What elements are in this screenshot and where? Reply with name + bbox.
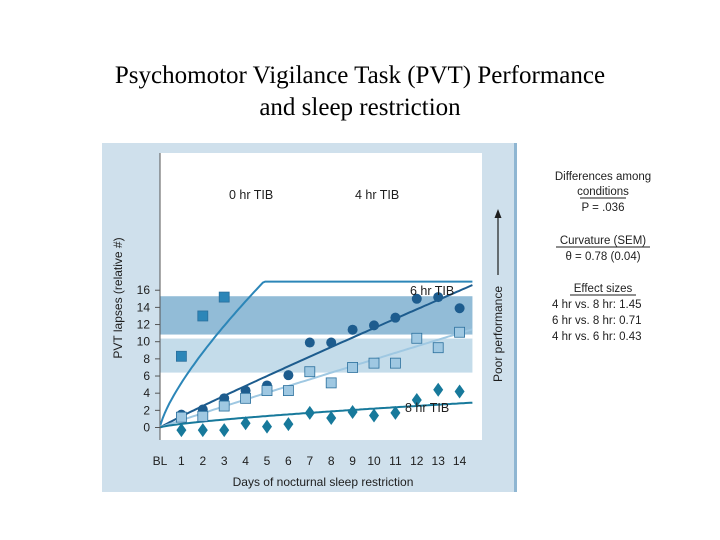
fit-curve-6-hr-tib: [160, 328, 473, 429]
fit-curves: [160, 280, 473, 429]
y-tick-label: 16: [137, 283, 151, 297]
point-4-hr-tib: [347, 324, 358, 335]
point-6-hr-tib: [240, 392, 252, 404]
point-6-hr-tib: [175, 411, 187, 423]
point-6-hr-tib: [454, 326, 466, 338]
slide-title: Psychomotor Vigilance Task (PVT) Perform…: [0, 60, 720, 124]
point-0-hr-tib: [197, 310, 209, 322]
x-axis-title: Days of nocturnal sleep restriction: [233, 475, 414, 489]
poor-performance-label: Poor performance: [491, 286, 505, 382]
fit-curve-4-hr-tib: [160, 284, 473, 429]
band-1: [160, 296, 473, 337]
point-6-hr-tib: [197, 410, 209, 422]
stats-panel: Differences among conditions P = .036 Cu…: [552, 171, 651, 343]
point-8-hr-tib: [347, 405, 358, 420]
x-tick-label: 7: [306, 454, 313, 468]
x-tick-label: 6: [285, 454, 292, 468]
x-tick-label: 1: [178, 454, 185, 468]
differences-line1: Differences among: [555, 171, 651, 183]
x-tick-label: 3: [221, 454, 228, 468]
effect-size-6v8: 6 hr vs. 8 hr: 0.71: [552, 315, 642, 327]
point-4-hr-tib: [390, 312, 401, 323]
point-8-hr-tib: [219, 423, 230, 438]
x-tick-label: 13: [432, 454, 446, 468]
slide-title-line1: Psychomotor Vigilance Task (PVT) Perform…: [114, 62, 606, 89]
point-4-hr-tib: [304, 337, 315, 348]
point-4-hr-tib: [433, 292, 444, 303]
differences-line2: conditions: [577, 186, 629, 198]
point-8-hr-tib: [262, 419, 272, 434]
point-6-hr-tib: [282, 385, 294, 397]
point-8-hr-tib: [433, 382, 444, 397]
point-4-hr-tib: [283, 370, 294, 381]
x-tick-label: 12: [410, 454, 424, 468]
point-4-hr-tib: [454, 303, 465, 314]
x-tick-label: 4: [242, 454, 249, 468]
point-8-hr-tib: [240, 416, 251, 431]
point-6-hr-tib: [218, 400, 230, 412]
curvature-title: Curvature (SEM): [560, 235, 646, 247]
x-tick-label: 9: [349, 454, 356, 468]
band-separator: [160, 334, 473, 339]
point-6-hr-tib: [304, 366, 316, 378]
y-tick-label: 2: [143, 403, 150, 417]
point-6-hr-tib: [325, 377, 337, 389]
fit-curve-0-hr-tib: [160, 280, 473, 426]
point-6-hr-tib: [389, 357, 401, 369]
y-tick-label: 4: [143, 386, 150, 400]
x-tick-label: 5: [264, 454, 271, 468]
data-markers: [175, 291, 466, 438]
series-label-6hr: 6 hr TIB: [410, 284, 454, 298]
p-value: P = .036: [582, 202, 625, 214]
point-8-hr-tib: [326, 411, 337, 426]
point-0-hr-tib: [218, 291, 230, 303]
point-8-hr-tib: [369, 408, 379, 423]
x-tick-label: BL: [153, 454, 168, 468]
x-tick-label: 14: [453, 454, 467, 468]
effect-sizes-title: Effect sizes: [574, 283, 633, 295]
point-4-hr-tib: [326, 337, 337, 348]
figure-panel-edge: [514, 143, 517, 492]
point-6-hr-tib: [368, 357, 380, 369]
y-tick-label: 10: [137, 335, 151, 349]
y-axis-title: PVT lapses (relative #): [111, 237, 125, 358]
y-tick-label: 12: [137, 318, 151, 332]
series-label-4hr: 4 hr TIB: [355, 188, 399, 202]
x-tick-label: 8: [328, 454, 335, 468]
x-tick-label: 10: [367, 454, 381, 468]
x-axis-ticks: BL 1 2 3 4 5 6 7 8 9 10 11 12 13 14: [153, 454, 467, 468]
point-4-hr-tib: [411, 293, 422, 304]
series-label-8hr: 8 hr TIB: [405, 401, 449, 415]
point-8-hr-tib: [411, 393, 422, 408]
point-6-hr-tib: [261, 385, 273, 397]
point-8-hr-tib: [283, 417, 294, 432]
point-8-hr-tib: [454, 384, 465, 399]
effect-size-4v8: 4 hr vs. 8 hr: 1.45: [552, 299, 642, 311]
slide-title-line2: and sleep restriction: [259, 94, 461, 121]
point-6-hr-tib: [411, 332, 423, 344]
fit-curve-8-hr-tib: [160, 401, 473, 429]
x-tick-label: 2: [199, 454, 206, 468]
performance-bands: [160, 296, 473, 373]
y-tick-label: 0: [143, 421, 150, 435]
effect-size-4v6: 4 hr vs. 6 hr: 0.43: [552, 331, 642, 343]
y-tick-label: 6: [143, 369, 150, 383]
series-label-0hr: 0 hr TIB: [229, 188, 273, 202]
poor-performance-arrow: [494, 209, 502, 275]
point-8-hr-tib: [176, 423, 187, 438]
point-8-hr-tib: [197, 423, 208, 438]
y-tick-label: 14: [137, 300, 151, 314]
point-6-hr-tib: [347, 362, 359, 373]
point-0-hr-tib: [175, 350, 187, 362]
point-8-hr-tib: [390, 405, 401, 420]
x-tick-label: 11: [389, 454, 402, 468]
point-4-hr-tib: [369, 320, 379, 331]
point-6-hr-tib: [432, 342, 444, 354]
y-axis-ticks: 0 2 4 6 8 10 12 14 16: [137, 283, 160, 435]
y-tick-label: 8: [143, 352, 150, 366]
point-8-hr-tib: [304, 405, 315, 420]
curvature-value: θ = 0.78 (0.04): [565, 251, 640, 263]
